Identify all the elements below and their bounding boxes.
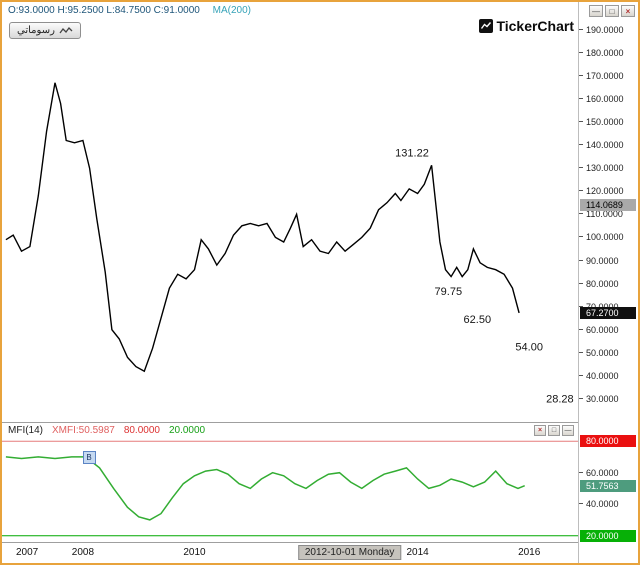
mfi-value-label: XMFI:50.5987 <box>52 425 115 436</box>
time-axis: 2012-10-01 Monday 2007 2008 2010 2014 2016 <box>2 542 578 563</box>
mfi-upper-band-label: 80.0000 <box>123 425 160 436</box>
maximize-button[interactable]: □ <box>605 5 619 17</box>
price-axis-tick: 150.0000 <box>579 117 638 127</box>
mfi-chart <box>2 440 578 537</box>
line-chart-icon <box>59 27 73 34</box>
my-charts-button[interactable]: رسوماتي <box>9 22 81 39</box>
tickerchart-logo-icon <box>479 19 494 33</box>
price-axis-tick: 30.0000 <box>579 394 638 404</box>
price-chart: 131.22 79.75 62.50 54.00 28.28 <box>5 82 574 405</box>
year-label: 2007 <box>15 547 39 558</box>
price-axis-column: — □ × 190.0000 180.0000 170.0000 160.0000 15… <box>578 2 638 563</box>
mfi-minimize-button[interactable]: — <box>562 425 574 436</box>
selected-date-label[interactable]: 2012-10-01 Monday <box>297 545 402 560</box>
mfi-badge: 51.7563 <box>580 479 636 492</box>
price-annotation: 62.50 <box>464 314 492 326</box>
price-axis-tick: 90.0000 <box>579 256 638 266</box>
chart-column: 131.22 79.75 62.50 54.00 28.28 O:93.0000 H:9… <box>2 2 578 563</box>
mfi-axis-tick: 60.0000 <box>579 468 638 478</box>
price-chart-panel: 131.22 79.75 62.50 54.00 28.28 O:93.0000 H:9… <box>2 2 578 422</box>
mfi-lower-band-label: 20.0000 <box>168 425 206 436</box>
mfi-close-button[interactable]: × <box>534 425 546 436</box>
ohlc-values: O:93.0000 H:95.2500 L:84.7500 C:91.0000 <box>8 5 200 16</box>
ohlc-readout: O:93.0000 H:95.2500 L:84.7500 C:91.0000 … <box>8 5 251 16</box>
price-axis-tick: 50.0000 <box>579 348 638 358</box>
price-axis-tick: 190.0000 <box>579 25 638 35</box>
tickerchart-logo-text: TickerChart <box>496 18 574 34</box>
mfi-panel-controls: × □ — <box>534 425 574 436</box>
buy-signal-marker[interactable]: B <box>82 450 96 464</box>
price-axis-tick: 40.0000 <box>579 371 638 381</box>
price-axis-tick: 80.0000 <box>579 279 638 289</box>
price-badge: 67.2700 <box>580 306 636 319</box>
ma-legend-label: MA(200) <box>212 5 251 16</box>
price-annotation: 79.75 <box>435 286 463 298</box>
price-axis-tick: 100.0000 <box>579 232 638 242</box>
mfi-maximize-button[interactable]: □ <box>548 425 560 436</box>
year-label: 2010 <box>183 547 206 558</box>
mfi-chart-panel: B <box>2 438 578 542</box>
price-axis-tick: 60.0000 <box>579 325 638 335</box>
window-controls: — □ × <box>589 5 635 17</box>
mfi-badge: 80.0000 <box>580 435 636 448</box>
price-axis-tick: 130.0000 <box>579 163 638 173</box>
price-badge: 114.0689 <box>580 198 636 211</box>
my-charts-label: رسوماتي <box>17 25 55 36</box>
close-button[interactable]: × <box>621 5 635 17</box>
price-axis-tick: 120.0000 <box>579 186 638 196</box>
price-axis-tick: 110.0000 <box>579 209 638 219</box>
mfi-panel-header: MFI(14) XMFI:50.5987 80.0000 20.0000 × □… <box>2 422 578 438</box>
year-label: 2016 <box>518 547 541 558</box>
mfi-badge: 20.0000 <box>580 529 636 542</box>
price-annotation: 54.00 <box>515 342 543 354</box>
year-label: 2008 <box>71 547 95 558</box>
mfi-indicator-label: MFI(14) <box>8 425 43 436</box>
year-label: 2014 <box>406 547 429 558</box>
price-axis-tick: 170.0000 <box>579 71 638 81</box>
price-axis-tick: 70.0000 <box>579 302 638 312</box>
minimize-button[interactable]: — <box>589 5 603 17</box>
price-annotation: 28.28 <box>546 393 574 405</box>
price-annotation: 131.22 <box>395 148 429 160</box>
price-axis-tick: 180.0000 <box>579 48 638 58</box>
price-series-line <box>5 82 520 373</box>
mfi-series-line <box>5 456 525 521</box>
price-axis-tick: 160.0000 <box>579 94 638 104</box>
tickerchart-logo: TickerChart <box>479 18 574 34</box>
price-axis-tick: 140.0000 <box>579 140 638 150</box>
mfi-axis-tick: 40.0000 <box>579 499 638 509</box>
